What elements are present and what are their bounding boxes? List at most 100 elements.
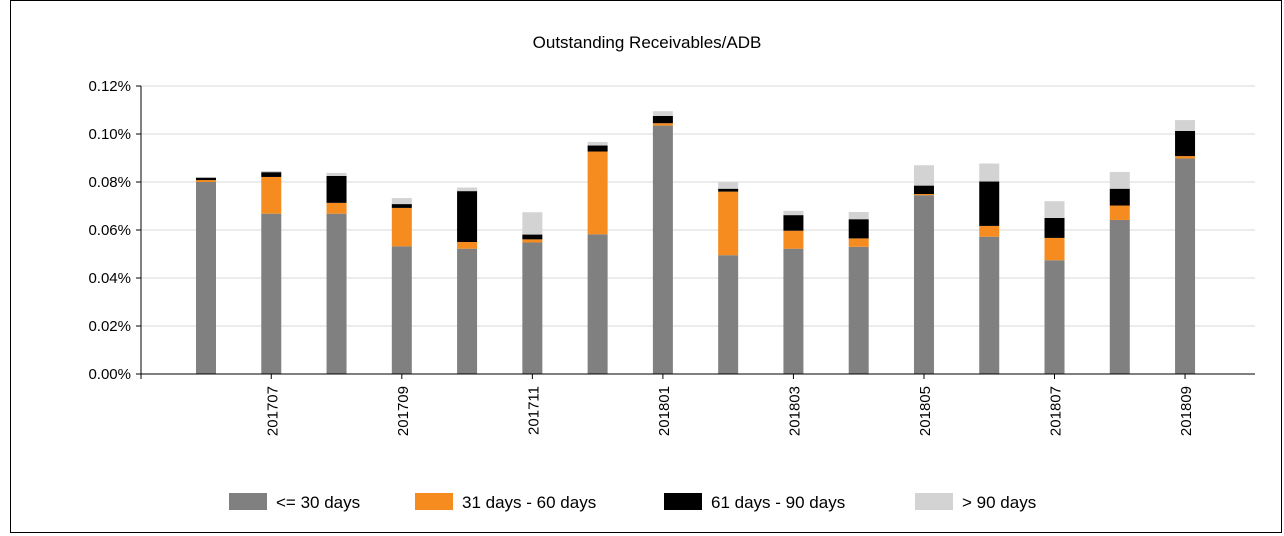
bar-stack-201805 [913,165,934,374]
bar-segment [718,188,739,192]
bars [196,111,1196,374]
x-tick-label: 201809 [1178,386,1195,436]
bar-segment [1175,120,1196,131]
bar-segment [1044,201,1065,218]
bar-segment [196,182,216,374]
x-tick-label: 201801 [656,386,673,436]
bar-segment [326,202,347,214]
bar-stack-201709 [391,198,412,374]
bar-stack-201711 [522,212,543,374]
bar-segment [587,151,608,235]
bar-segment [783,215,804,231]
grid-lines [141,85,1255,327]
bar-stack-201710 [457,187,478,374]
bar-segment [457,187,478,192]
x-tick-label: 201807 [1048,386,1065,436]
bar-stack-201803 [783,210,804,374]
bar-stack-201706 [196,177,216,374]
legend-item: <= 30 days [229,493,360,512]
bar-segment [196,177,216,181]
bar-segment [1109,219,1130,374]
bar-segment [783,230,804,249]
bar-segment [913,194,934,196]
bar-segment [783,210,804,216]
bar-stack-201806 [979,163,1000,374]
bar-segment [1175,158,1196,374]
bar-segment [391,246,412,374]
chart-frame: Outstanding Receivables/ADB 0.00% 0.02% 0.… [10,0,1282,533]
bar-segment [1109,171,1130,189]
stacked-bar-chart: Outstanding Receivables/ADB 0.00%0.02%0.… [88,33,1255,512]
bar-segment [261,170,282,173]
bar-segment [261,172,282,177]
x-tick-label: 201803 [786,386,803,436]
legend-label: > 90 days [962,493,1036,512]
bar-segment [391,207,412,247]
x-tick-label: 201711 [525,386,542,435]
legend-item: 31 days - 60 days [415,493,596,512]
bar-segment [391,204,412,208]
x-tick-label: 201707 [264,386,281,436]
bar-segment [522,234,543,240]
bar-segment [718,191,739,256]
bar-stack-201708 [326,172,347,374]
bar-segment [848,219,869,239]
bar-segment [652,111,673,116]
bar-segment [522,212,543,235]
y-tick-label: 0.12% [88,78,131,95]
bar-segment [326,176,347,203]
bar-segment [587,141,608,146]
bar-segment [391,198,412,205]
bar-segment [913,185,934,194]
bar-segment [979,181,1000,226]
y-tick-label: 0.00% [88,366,131,383]
bar-segment [652,116,673,124]
bar-segment [652,123,673,126]
y-tick-label: 0.02% [88,318,131,335]
bar-segment [261,176,282,214]
bar-segment [848,246,869,374]
bar-segment [261,213,282,374]
legend-swatch [415,493,453,510]
bar-segment [1044,218,1065,238]
y-tick-label: 0.06% [88,222,131,239]
bar-stack-201707 [261,170,282,374]
bar-stack-201807 [1044,201,1065,374]
chart-title: Outstanding Receivables/ADB [533,33,762,52]
bar-segment [1109,188,1130,206]
bar-segment [652,125,673,374]
bar-segment [783,248,804,374]
axes: 0.00% 0.02% 0.04% 0.06% 0.08% 0.10% 0.12% 20170… [88,78,1255,436]
bar-stack-201712 [587,141,608,374]
legend: <= 30 days 31 days - 60 days 61 days - 90 … [229,493,1036,512]
bar-segment [1109,205,1130,220]
legend-label: 61 days - 90 days [711,493,845,512]
bar-segment [979,225,1000,237]
bar-segment [848,238,869,247]
legend-swatch [915,493,953,510]
bar-segment [979,163,1000,182]
legend-label: 31 days - 60 days [462,493,596,512]
x-tick-label: 201709 [395,386,412,436]
bar-segment [1175,130,1196,157]
bar-stack-201808 [1109,171,1130,374]
y-tick-label: 0.08% [88,174,131,191]
y-tick-label: 0.10% [88,126,131,143]
bar-segment [1175,156,1196,159]
bar-segment [457,242,478,249]
bar-segment [196,180,216,182]
bar-segment [457,191,478,242]
legend-item: > 90 days [915,493,1036,512]
bar-segment [457,248,478,374]
y-tick-label: 0.04% [88,270,131,287]
legend-swatch [664,493,702,510]
bar-stack-201802 [718,182,739,374]
bar-segment [718,255,739,374]
legend-label: <= 30 days [276,493,360,512]
bar-segment [522,242,543,374]
bar-stack-201809 [1175,120,1196,374]
legend-item: 61 days - 90 days [664,493,845,512]
bar-segment [587,234,608,374]
bar-segment [587,145,608,152]
bar-segment [1044,260,1065,374]
